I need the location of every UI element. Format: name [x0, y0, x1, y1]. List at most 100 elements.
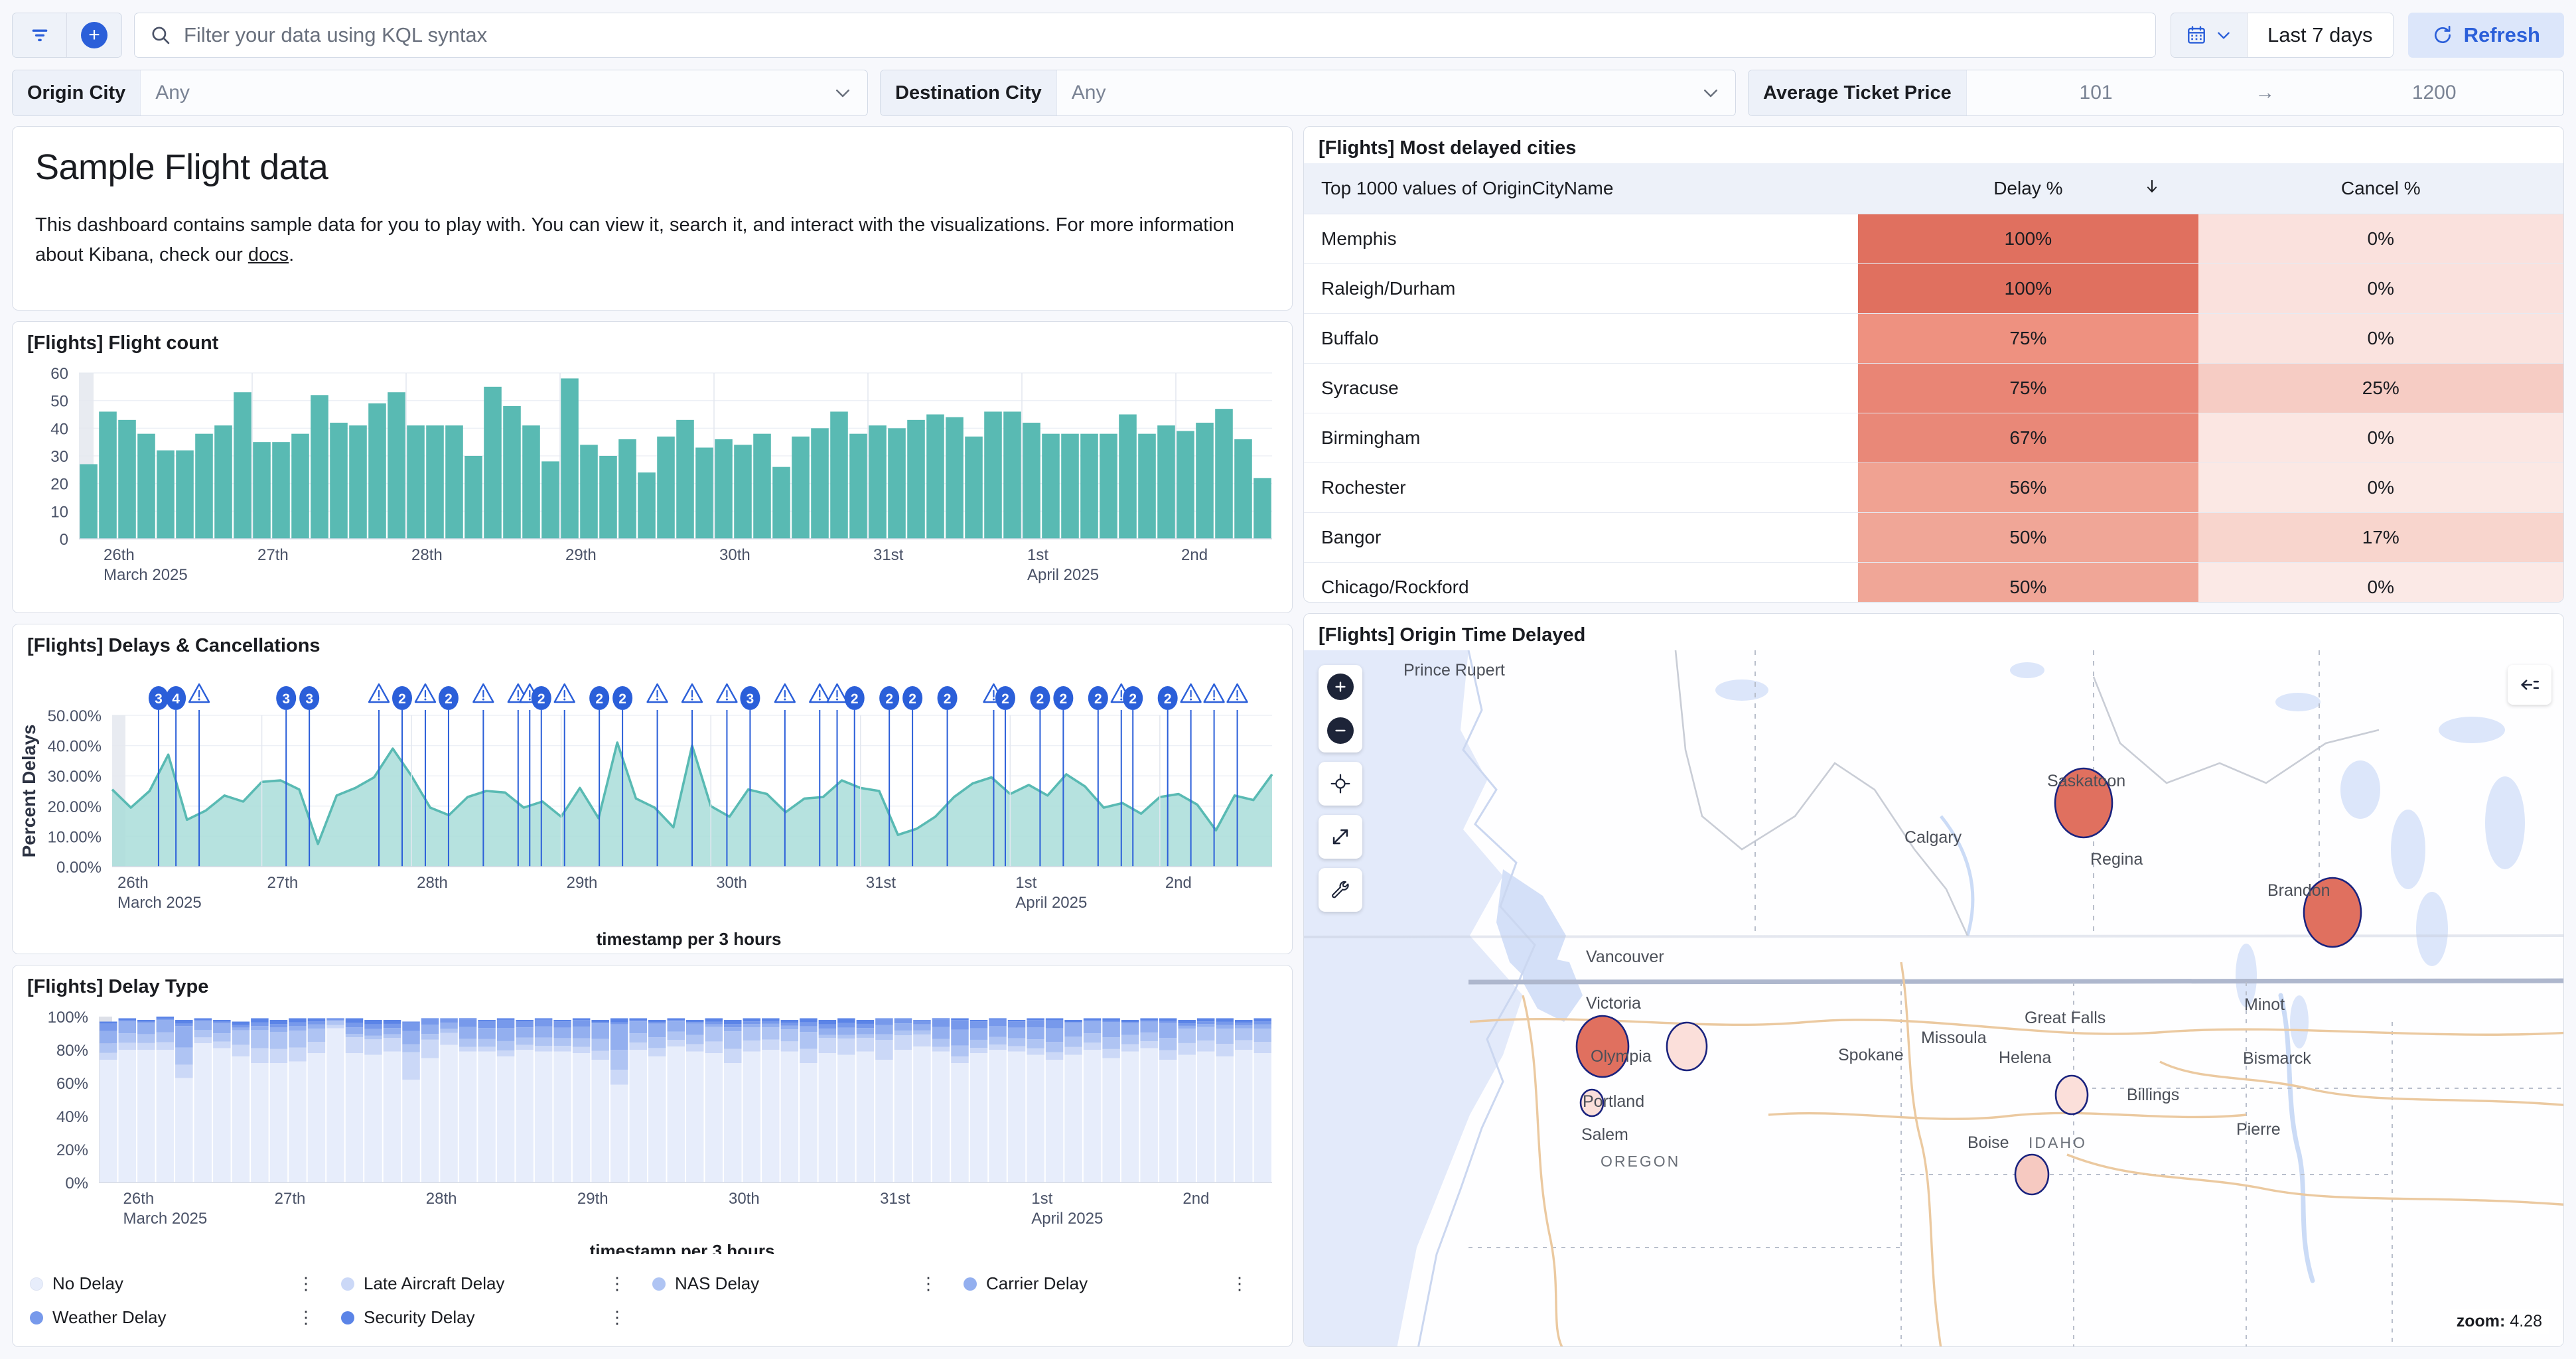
- delays-cancellations-chart[interactable]: 0.00% 10.00% 20.00% 30.00% 40.00% 50.00% 3 4 3 3 2…: [13, 661, 1292, 954]
- cell-city[interactable]: Buffalo: [1304, 313, 1859, 364]
- most-delayed-cities-table: Top 1000 values of OriginCityName Delay …: [1304, 163, 2563, 602]
- cell-city[interactable]: Birmingham: [1304, 413, 1859, 463]
- svg-text:27th: 27th: [257, 546, 289, 564]
- svg-text:28th: 28th: [417, 874, 448, 892]
- table-row[interactable]: Rochester 56% 0%: [1304, 463, 2563, 513]
- svg-text:2: 2: [618, 691, 626, 707]
- svg-text:3: 3: [305, 691, 313, 707]
- map-tools-button[interactable]: [1319, 868, 1362, 912]
- control-destination-city[interactable]: Destination City Any: [880, 70, 1736, 116]
- legend-item[interactable]: Late Aircraft Delay ⋮: [341, 1267, 652, 1301]
- svg-text:2nd: 2nd: [1181, 546, 1208, 564]
- docs-link[interactable]: docs: [248, 244, 289, 265]
- legend-item-menu-button[interactable]: ⋮: [297, 1273, 315, 1294]
- table-row[interactable]: Chicago/Rockford 50% 0%: [1304, 562, 2563, 602]
- column-header-cancel-pct[interactable]: Cancel %: [2198, 163, 2563, 214]
- panel-delays-cancellations: [Flights] Delays & Cancellations 0.00% 10…: [12, 624, 1293, 954]
- sort-desc-arrow-icon: [2143, 177, 2161, 200]
- cell-delay-pct[interactable]: 75%: [1858, 313, 2198, 364]
- table-row[interactable]: Syracuse 75% 25%: [1304, 363, 2563, 413]
- panel-delay-type-title: [Flights] Delay Type: [27, 976, 209, 997]
- svg-text:26th: 26th: [117, 874, 149, 892]
- svg-text:2: 2: [1060, 691, 1068, 707]
- map-marker[interactable]: [2014, 1153, 2050, 1196]
- search-input[interactable]: [184, 23, 2141, 47]
- map-marker[interactable]: [2303, 877, 2362, 948]
- cell-delay-pct[interactable]: 100%: [1858, 214, 2198, 264]
- crosshair-icon: [1330, 774, 1350, 794]
- legend-item[interactable]: No Delay ⋮: [30, 1267, 341, 1301]
- cell-cancel-pct[interactable]: 0%: [2198, 313, 2563, 364]
- cell-city[interactable]: Bangor: [1304, 512, 1859, 563]
- cell-cancel-pct[interactable]: 0%: [2198, 562, 2563, 602]
- flight-count-chart[interactable]: 0 10 20 30 40 50 60 26th March 2025 27th 28th 29th 3…: [13, 358, 1292, 612]
- svg-text:31st: 31st: [866, 874, 896, 892]
- legend-item[interactable]: Security Delay ⋮: [341, 1301, 652, 1334]
- delay-type-chart[interactable]: 0% 20% 40% 60% 80% 100% 26th March 2025 27th 28th…: [13, 1002, 1292, 1261]
- map-fit-to-data-button[interactable]: [1319, 762, 1362, 806]
- legend-item-menu-button[interactable]: ⋮: [608, 1273, 626, 1294]
- add-filter-button[interactable]: +: [67, 13, 121, 57]
- table-row[interactable]: Raleigh/Durham 100% 0%: [1304, 263, 2563, 314]
- table-row[interactable]: Buffalo 75% 0%: [1304, 313, 2563, 364]
- cell-cancel-pct[interactable]: 0%: [2198, 463, 2563, 513]
- map-fullscreen-button[interactable]: [1319, 815, 1362, 859]
- legend-item-menu-button[interactable]: ⋮: [608, 1307, 626, 1328]
- map-marker[interactable]: [1666, 1021, 1708, 1072]
- legend-item[interactable]: Weather Delay ⋮: [30, 1301, 341, 1334]
- cell-city[interactable]: Syracuse: [1304, 363, 1859, 413]
- column-header-city[interactable]: Top 1000 values of OriginCityName: [1304, 163, 1859, 214]
- cell-cancel-pct[interactable]: 0%: [2198, 214, 2563, 264]
- filter-options-button[interactable]: [13, 13, 67, 57]
- legend-item-menu-button[interactable]: ⋮: [920, 1273, 937, 1294]
- map-zoom-out-button[interactable]: [1319, 709, 1362, 752]
- cell-city[interactable]: Memphis: [1304, 214, 1859, 264]
- table-row[interactable]: Birmingham 67% 0%: [1304, 413, 2563, 463]
- control-origin-city[interactable]: Origin City Any: [12, 70, 868, 116]
- map-marker[interactable]: [1575, 1015, 1630, 1078]
- cell-delay-pct[interactable]: 75%: [1858, 363, 2198, 413]
- refresh-button[interactable]: Refresh: [2407, 12, 2564, 58]
- cell-delay-pct[interactable]: 50%: [1858, 512, 2198, 563]
- map-marker[interactable]: [2054, 1074, 2089, 1115]
- table-row[interactable]: Memphis 100% 0%: [1304, 214, 2563, 264]
- cell-cancel-pct[interactable]: 0%: [2198, 413, 2563, 463]
- cell-cancel-pct[interactable]: 0%: [2198, 263, 2563, 314]
- legend-item-menu-button[interactable]: ⋮: [1231, 1273, 1248, 1294]
- price-max-input[interactable]: 1200: [2411, 82, 2457, 104]
- svg-text:30: 30: [50, 448, 68, 466]
- cell-cancel-pct[interactable]: 17%: [2198, 512, 2563, 563]
- cell-city[interactable]: Rochester: [1304, 463, 1859, 513]
- svg-text:April 2025: April 2025: [1015, 894, 1087, 912]
- origin-time-delayed-map[interactable]: Prince Rupert Saskatoon Calgary Regina Brand…: [1304, 650, 2563, 1347]
- cell-delay-pct[interactable]: 100%: [1858, 263, 2198, 314]
- price-min-input[interactable]: 101: [2079, 82, 2113, 104]
- table-row[interactable]: Bangor 50% 17%: [1304, 512, 2563, 563]
- legend-item-menu-button[interactable]: ⋮: [297, 1307, 315, 1328]
- calendar-icon: [2188, 25, 2205, 44]
- cell-delay-pct[interactable]: 67%: [1858, 413, 2198, 463]
- cell-delay-pct[interactable]: 56%: [1858, 463, 2198, 513]
- legend-item[interactable]: NAS Delay ⋮: [652, 1267, 964, 1301]
- map-zoom-in-button[interactable]: [1319, 665, 1362, 709]
- control-average-ticket-price[interactable]: Average Ticket Price 101 → 1200: [1748, 70, 2564, 116]
- panel-delay-type: [Flights] Delay Type 0% 20% 40% 60% 80% 100% 2…: [12, 965, 1293, 1347]
- column-header-delay-pct[interactable]: Delay %: [1858, 163, 2198, 214]
- date-quick-select-button[interactable]: [2171, 13, 2248, 57]
- cell-city[interactable]: Raleigh/Durham: [1304, 263, 1859, 314]
- map-marker[interactable]: [2054, 767, 2113, 839]
- destination-city-dropdown-toggle[interactable]: [1701, 70, 1735, 115]
- cell-cancel-pct[interactable]: 25%: [2198, 363, 2563, 413]
- map-marker[interactable]: [1579, 1088, 1605, 1117]
- legend-item[interactable]: Carrier Delay ⋮: [964, 1267, 1275, 1301]
- map-canvas[interactable]: Prince Rupert Saskatoon Calgary Regina Brand…: [1304, 650, 2563, 1347]
- origin-city-dropdown-toggle[interactable]: [833, 70, 867, 115]
- map-legend-collapse-button[interactable]: [2508, 665, 2551, 705]
- control-origin-city-value[interactable]: Any: [155, 82, 190, 104]
- cell-city[interactable]: Chicago/Rockford: [1304, 562, 1859, 602]
- date-range-display[interactable]: Last 7 days: [2248, 13, 2393, 57]
- kql-search-bar[interactable]: [134, 12, 2157, 58]
- control-destination-city-value[interactable]: Any: [1071, 82, 1106, 104]
- cell-delay-pct[interactable]: 50%: [1858, 562, 2198, 602]
- map-city-label: Saskatoon: [2047, 772, 2125, 790]
